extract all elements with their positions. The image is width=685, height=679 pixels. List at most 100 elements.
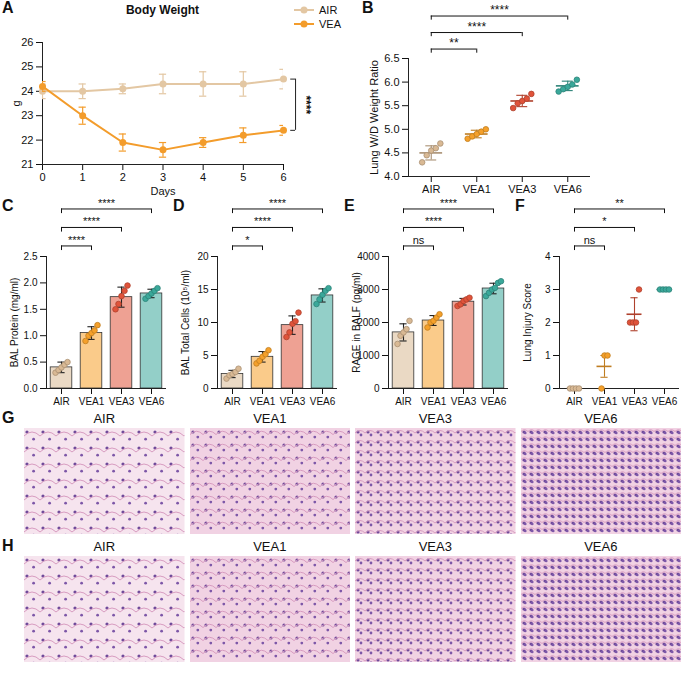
svg-text:20: 20 (197, 251, 209, 262)
svg-text:****: **** (68, 234, 86, 246)
svg-text:VEA3: VEA3 (280, 396, 306, 407)
html-text:VEA: VEA (319, 18, 341, 30)
svg-text:0.0: 0.0 (24, 383, 38, 394)
svg-text:6: 6 (280, 171, 286, 183)
svg-text:15: 15 (197, 284, 209, 295)
svg-text:VEA6: VEA6 (310, 396, 336, 407)
svg-text:VEA1: VEA1 (250, 396, 276, 407)
svg-text:AIR: AIR (422, 183, 440, 195)
svg-text:Lung W/D Weight Ratio: Lung W/D Weight Ratio (368, 60, 380, 175)
svg-text:2: 2 (120, 171, 126, 183)
svg-text:*: * (602, 215, 607, 227)
svg-text:23: 23 (21, 109, 33, 121)
html-text:VEA3: VEA3 (418, 411, 452, 426)
svg-text:3000: 3000 (357, 283, 380, 295)
svg-text:****: **** (425, 215, 443, 227)
html-text:B: B (362, 0, 374, 16)
svg-text:1: 1 (80, 171, 86, 183)
html-text:H: H (2, 537, 14, 554)
svg-text:*: * (245, 234, 250, 246)
svg-text:VEA3: VEA3 (451, 396, 477, 407)
html-text:C: C (2, 197, 14, 214)
svg-text:****: **** (440, 198, 458, 209)
svg-text:0: 0 (39, 171, 45, 183)
svg-text:4000: 4000 (357, 251, 380, 262)
svg-text:5.0: 5.0 (384, 123, 399, 135)
svg-text:10: 10 (197, 317, 209, 328)
svg-text:BAL Total Cells (10⁵/ml): BAL Total Cells (10⁵/ml) (180, 270, 191, 375)
html-text:VEA6: VEA6 (584, 411, 618, 426)
svg-text:**: ** (449, 36, 459, 50)
svg-text:4: 4 (545, 251, 551, 262)
svg-text:****: **** (98, 198, 116, 209)
svg-text:AIR: AIR (395, 396, 412, 407)
svg-text:0: 0 (203, 383, 209, 394)
html-text:Body Weight: Body Weight (125, 3, 199, 17)
svg-text:VEA1: VEA1 (79, 396, 105, 407)
html-text:VEA1: VEA1 (253, 539, 287, 554)
svg-text:ns: ns (413, 234, 425, 246)
svg-text:ns: ns (584, 234, 596, 246)
svg-text:26: 26 (21, 36, 33, 48)
svg-text:25: 25 (21, 60, 33, 72)
svg-text:VEA3: VEA3 (109, 396, 135, 407)
svg-text:1: 1 (545, 350, 551, 361)
svg-text:3: 3 (545, 284, 551, 295)
svg-text:2.0: 2.0 (24, 277, 38, 288)
svg-text:g: g (10, 100, 22, 106)
svg-text:22: 22 (21, 134, 33, 146)
svg-text:BAL Protein (mg/ml): BAL Protein (mg/ml) (9, 278, 20, 368)
html-text:VEA3: VEA3 (418, 539, 452, 554)
svg-text:VEA6: VEA6 (554, 183, 582, 195)
svg-text:6.0: 6.0 (384, 76, 399, 88)
svg-text:0: 0 (374, 383, 380, 394)
svg-text:5: 5 (240, 171, 246, 183)
svg-text:5: 5 (203, 350, 209, 361)
svg-text:1.5: 1.5 (24, 304, 38, 315)
svg-text:AIR: AIR (224, 396, 241, 407)
svg-text:****: **** (467, 20, 486, 34)
html-text:A: A (2, 0, 14, 16)
html-text:AIR: AIR (93, 411, 116, 426)
html-text:D: D (173, 197, 185, 214)
html-text:VEA6: VEA6 (584, 539, 618, 554)
html-text:G: G (2, 409, 15, 426)
html-text:AIR: AIR (319, 4, 338, 16)
svg-text:****: **** (269, 198, 287, 209)
svg-text:1000: 1000 (357, 349, 380, 361)
svg-text:VEA1: VEA1 (592, 396, 618, 407)
svg-text:0: 0 (545, 383, 551, 394)
svg-text:5.5: 5.5 (384, 99, 399, 111)
svg-text:VEA3: VEA3 (508, 183, 536, 195)
svg-text:4.0: 4.0 (384, 170, 399, 182)
svg-text:21: 21 (21, 158, 33, 170)
svg-text:****: **** (299, 95, 313, 114)
svg-text:VEA6: VEA6 (481, 396, 507, 407)
svg-text:VEA1: VEA1 (421, 396, 447, 407)
svg-text:3: 3 (160, 171, 166, 183)
svg-text:6.5: 6.5 (384, 52, 399, 64)
svg-text:****: **** (83, 215, 101, 227)
html-text:AIR: AIR (93, 539, 116, 554)
svg-text:VEA1: VEA1 (463, 183, 491, 195)
svg-text:1.0: 1.0 (24, 330, 38, 341)
svg-text:0.5: 0.5 (24, 356, 38, 367)
svg-text:VEA3: VEA3 (622, 396, 648, 407)
svg-text:2: 2 (545, 317, 551, 328)
svg-text:AIR: AIR (566, 396, 583, 407)
svg-text:****: **** (254, 215, 272, 227)
svg-text:**: ** (615, 198, 624, 209)
svg-text:Lung Injury Score: Lung Injury Score (522, 283, 533, 362)
svg-text:2.5: 2.5 (24, 251, 38, 262)
svg-text:RAGE in BALF (pg/ml): RAGE in BALF (pg/ml) (351, 272, 362, 373)
svg-text:VEA6: VEA6 (139, 396, 165, 407)
svg-text:Days: Days (150, 185, 176, 197)
svg-text:4.5: 4.5 (384, 146, 399, 158)
svg-text:4: 4 (200, 171, 206, 183)
svg-text:2000: 2000 (357, 316, 380, 328)
svg-text:24: 24 (21, 85, 33, 97)
svg-text:VEA6: VEA6 (652, 396, 678, 407)
html-text:VEA1: VEA1 (253, 411, 287, 426)
svg-text:****: **** (490, 3, 509, 17)
svg-text:AIR: AIR (53, 396, 70, 407)
